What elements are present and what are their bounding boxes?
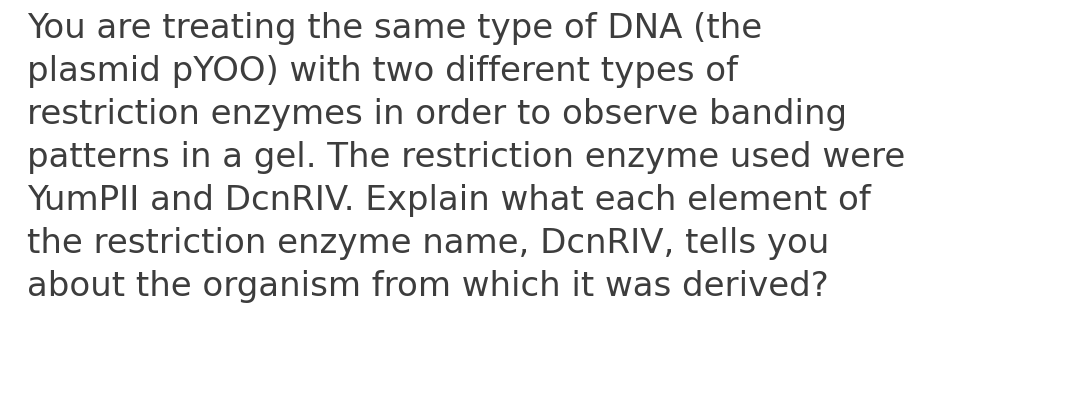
Text: You are treating the same type of DNA (the
plasmid pYOO) with two different type: You are treating the same type of DNA (t…	[27, 12, 905, 303]
